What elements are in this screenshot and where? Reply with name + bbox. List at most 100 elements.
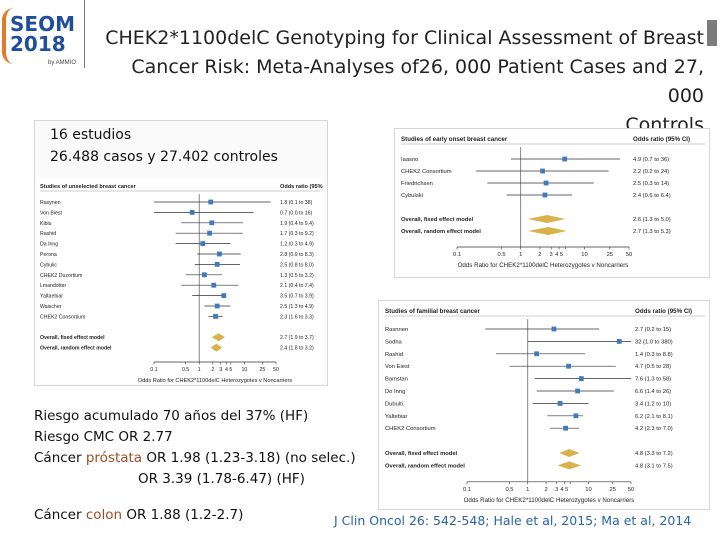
study-marker: [557, 401, 563, 406]
summary-label: Overall, random effect model: [40, 346, 112, 352]
note-prostate-hf: OR 3.39 (1.78-6.47) (HF): [138, 471, 305, 487]
note-prostate: Cáncer próstata OR 1.98 (1.23-3.18) (no …: [34, 448, 356, 469]
x-tick-label: 2: [538, 252, 541, 258]
study-label: Rasynen: [40, 200, 61, 206]
logo-sub: by AMMIO: [48, 60, 77, 66]
summary-label: Overall, fixed effect model: [401, 217, 474, 223]
forest-plot-unselected-svg: Studies of unselected breast cancer Odds …: [40, 184, 324, 384]
risk-notes: Riesgo acumulado 70 años del 37% (HF) Ri…: [34, 406, 356, 490]
forest-plot-unselected: Studies of unselected breast cancer Odds …: [36, 178, 324, 384]
forest-plot-familial-svg: Studies of familial breast cancer Odds ra…: [385, 308, 705, 504]
x-tick-label: 0.1: [453, 252, 461, 258]
summary-diamond: [527, 227, 567, 235]
x-axis-label: Odds Ratio for CHEK2*1100delC Heterozygo…: [138, 378, 293, 384]
forest-plot-early-onset-svg: Studies of early onset breast cancer Odds…: [401, 136, 705, 269]
study-label: Cybulski: [401, 193, 423, 199]
study-marker: [201, 272, 207, 278]
x-tick-label: 50: [273, 367, 279, 373]
summary-ci-label: 2.6 (1.3 to 5.0): [633, 217, 671, 223]
study-label: Da Inng: [40, 242, 58, 248]
study-marker: [200, 241, 206, 246]
study-label: CHEK2 Consortium: [40, 314, 85, 320]
summary-ci-label: 2.7 (1.3 to 5.3): [633, 229, 671, 235]
logo-year: 2018: [10, 32, 66, 56]
study-label: Cybulic: [40, 262, 57, 268]
study-ci-label: 1.2 (0.3 to 4.9): [280, 242, 314, 248]
study-marker: [214, 262, 220, 267]
study-marker: [543, 180, 549, 186]
summary-ci-label: 2.4 (1.8 to 3.2): [280, 346, 314, 352]
x-tick-label: 0.5: [505, 487, 513, 493]
x-tick-label: 10: [585, 487, 591, 493]
x-tick-label: 2: [211, 367, 214, 373]
x-tick-label: 4 5: [560, 487, 568, 493]
title-accent-bar: [707, 20, 717, 46]
x-tick-label: 1: [519, 252, 522, 258]
study-ci-label: 2.3 (1.6 to 3.3): [280, 314, 314, 320]
x-tick-label: 25: [607, 252, 613, 258]
x-tick-label: 3: [550, 252, 553, 258]
summary-label: Overall, fixed effect model: [385, 451, 458, 457]
x-tick-label: 25: [260, 367, 266, 373]
x-tick-label: 0.1: [463, 487, 471, 493]
study-marker: [573, 413, 579, 419]
summary-ci-label: 4.8 (3.1 to 7.5): [635, 463, 673, 469]
x-tick-label: 25: [609, 487, 615, 493]
study-ci-label: 2.2 (0.2 to 24): [633, 169, 669, 175]
x-axis-label: Odds Ratio for CHEK2*1100delC Heterozygo…: [458, 262, 629, 269]
study-marker: [211, 282, 217, 288]
study-ci-label: 1.3 (0.5 to 3.2): [280, 273, 314, 279]
plot-header-left: Studies of unselected breast cancer: [40, 184, 137, 190]
study-label: Dubulti: [385, 401, 403, 407]
summary-diamond: [211, 333, 225, 342]
study-label: Waischer: [40, 304, 62, 310]
study-label: Yaltaebiar: [40, 294, 63, 300]
study-marker: [208, 199, 214, 205]
study-ci-label: 7.6 (1.3 to 58): [635, 377, 671, 383]
plot-header-right: Odds ratio (95% CI): [633, 136, 690, 143]
logo-name: SEOM: [10, 12, 75, 36]
plot-header-right: Odds ratio (95% CI): [280, 184, 324, 190]
x-tick-label: 4: [225, 367, 228, 373]
plot-header-left: Studies of familial breast cancer: [385, 308, 481, 315]
study-marker: [563, 425, 569, 431]
study-marker: [189, 210, 195, 215]
study-marker: [207, 230, 213, 236]
x-tick-label: 50: [626, 252, 632, 258]
x-tick-label: 10: [242, 367, 248, 373]
x-tick-label: 1: [526, 487, 529, 493]
summary-diamond: [557, 461, 581, 470]
header-divider: [84, 0, 85, 68]
note-prostate-post: OR 1.98 (1.23-3.18) (no selec.): [142, 450, 356, 466]
study-marker: [214, 303, 220, 309]
study-ci-label: 6.6 (1.4 to 26): [635, 389, 671, 395]
study-label: Rashid: [385, 352, 403, 358]
summary-diamond: [527, 215, 566, 223]
study-label: Yaltebiar: [385, 414, 408, 420]
study-marker: [217, 251, 222, 257]
x-tick-label: 0.1: [150, 367, 157, 373]
note-colon-term: colon: [85, 507, 123, 523]
study-label: Perona: [40, 252, 57, 258]
study-ci-label: 3.4 (1.2 to 10): [635, 401, 671, 407]
forest-plot-early-onset: Studies of early onset breast cancer Odds…: [394, 128, 710, 278]
study-label: Lmandotter: [40, 283, 67, 289]
seom-logo: SEOM 2018 by AMMIO: [2, 2, 82, 76]
summary-label: Overall, random effect model: [385, 463, 465, 469]
title-line-2: Cancer Risk: Meta-Analyses of26, 000 Pat…: [131, 56, 704, 107]
study-ci-label: 2.8 (0.9 to 8.3): [280, 252, 314, 258]
study-ci-label: 1.8 (0.1 to 38): [280, 200, 313, 206]
summary-label: Overall, random effect model: [401, 229, 481, 235]
forest-plot-familial: Studies of familial breast cancer Odds ra…: [378, 300, 710, 510]
study-marker: [540, 168, 545, 174]
summary-label: Overall, fixed effect model: [40, 335, 105, 341]
x-tick-label: 4 5: [555, 252, 563, 258]
study-ci-label: 32 (1.0 to 380): [635, 339, 673, 345]
study-ci-label: 4.9 (0.7 to 36): [633, 157, 669, 163]
study-marker: [542, 192, 548, 198]
study-ci-label: 4.7 (0.5 to 28): [635, 364, 671, 370]
study-ci-label: 2.4 (0.6 to 6.4): [633, 193, 671, 199]
note-colon-pre: Cáncer: [34, 507, 86, 523]
citation: J Clin Oncol 26: 542-548; Hale et al, 20…: [334, 513, 692, 528]
plot-header-left: Studies of early onset breast cancer: [401, 136, 508, 143]
